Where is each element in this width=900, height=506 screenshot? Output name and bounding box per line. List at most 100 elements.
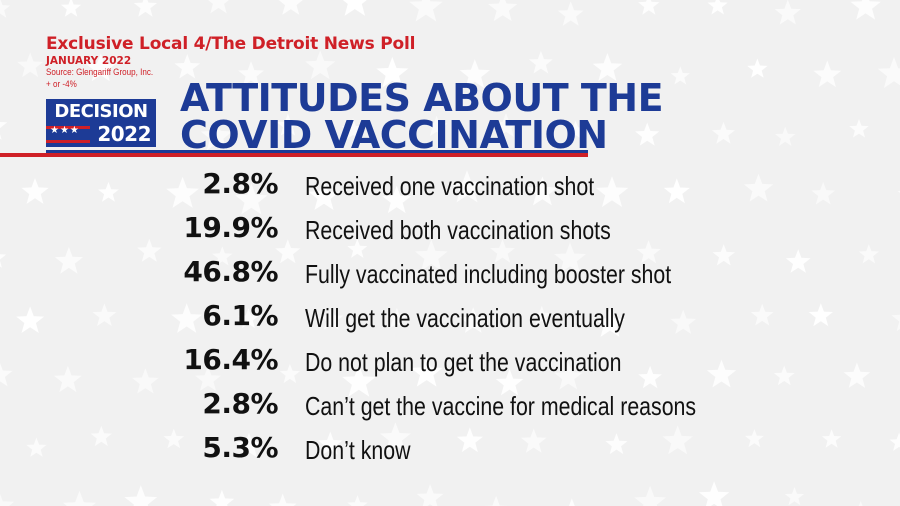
background-star xyxy=(174,54,201,79)
background-star xyxy=(663,178,690,204)
background-star xyxy=(278,0,303,15)
table-row: 16.4% Do not plan to get the vaccination xyxy=(0,343,900,387)
logo-stripe xyxy=(46,140,90,143)
logo-year-text: 2022 xyxy=(97,122,151,146)
response-label: Will get the vaccination eventually xyxy=(305,303,625,333)
background-star xyxy=(459,307,487,333)
background-star xyxy=(711,121,735,144)
background-star xyxy=(811,181,836,205)
title-rule-blue xyxy=(46,150,588,153)
background-star xyxy=(90,425,112,447)
background-star xyxy=(744,429,764,448)
background-star xyxy=(785,249,811,273)
background-star xyxy=(635,122,660,146)
poll-source: Source: Glengariff Group, Inc. xyxy=(46,67,154,78)
background-star xyxy=(409,0,443,22)
response-label: Don’t know xyxy=(305,435,411,465)
background-star xyxy=(195,366,221,391)
background-star xyxy=(166,176,199,208)
percent-value: 16.4% xyxy=(183,343,278,376)
background-star xyxy=(775,126,796,146)
background-star xyxy=(557,1,584,26)
background-star xyxy=(634,485,666,506)
background-star xyxy=(275,239,301,264)
background-star xyxy=(858,500,863,506)
background-star xyxy=(342,364,376,397)
background-star xyxy=(235,183,268,215)
background-star xyxy=(493,113,519,137)
background-star xyxy=(490,239,515,263)
background-star xyxy=(17,52,44,78)
background-star xyxy=(698,481,730,506)
background-star xyxy=(98,181,119,202)
background-star xyxy=(712,244,735,266)
percent-value: 19.9% xyxy=(183,211,278,244)
background-star xyxy=(319,306,344,330)
response-label: Received both vaccination shots xyxy=(305,215,611,245)
poll-date: JANUARY 2022 xyxy=(46,55,132,67)
page-title: ATTITUDES ABOUT THE COVID VACCINATION xyxy=(180,79,664,154)
background-star xyxy=(849,119,869,138)
background-star xyxy=(843,362,871,388)
poll-margin-of-error: + or -4% xyxy=(46,79,77,90)
background-star xyxy=(26,437,47,457)
background-star xyxy=(528,50,553,74)
background-star xyxy=(531,305,552,325)
table-row: 2.8% Can’t get the vaccine for medical r… xyxy=(0,387,900,431)
logo-stars-icon: ★★★ xyxy=(50,125,80,136)
background-star xyxy=(380,422,411,452)
background-star xyxy=(62,490,96,506)
background-star xyxy=(347,238,368,258)
background-star xyxy=(208,0,229,14)
background-star xyxy=(592,53,623,81)
background-star xyxy=(238,61,264,86)
background-star xyxy=(92,303,117,327)
background-star xyxy=(897,190,900,193)
background-star xyxy=(595,176,629,207)
background-star xyxy=(706,359,737,388)
background-star xyxy=(459,59,490,88)
background-star xyxy=(279,363,301,384)
background-star xyxy=(456,427,483,453)
percent-value: 6.1% xyxy=(202,299,278,332)
background-star xyxy=(483,495,509,506)
background-star xyxy=(813,60,842,88)
background-star xyxy=(308,180,340,210)
background-star xyxy=(521,428,547,453)
background-star xyxy=(450,170,484,203)
background-star xyxy=(0,0,11,18)
response-label: Fully vaccinated including booster shot xyxy=(305,259,672,289)
percent-value: 5.3% xyxy=(202,431,278,464)
background-star xyxy=(488,0,518,22)
background-star xyxy=(568,498,575,506)
response-label: Received one vaccination shot xyxy=(305,171,595,201)
background-star xyxy=(416,484,444,506)
background-star xyxy=(341,118,365,140)
background-star xyxy=(382,185,412,214)
background-star xyxy=(0,493,15,506)
background-star xyxy=(0,254,7,268)
background-star xyxy=(527,176,558,206)
background-star xyxy=(386,307,408,328)
background-star xyxy=(54,246,83,274)
logo-decision-text: DECISION xyxy=(54,101,148,122)
background-star xyxy=(21,178,49,204)
background-star xyxy=(877,56,900,88)
background-star xyxy=(566,120,586,139)
background-star xyxy=(670,309,697,334)
background-star xyxy=(750,303,774,326)
background-star xyxy=(410,356,443,387)
background-star xyxy=(305,50,336,80)
background-star xyxy=(662,425,693,455)
background-star xyxy=(594,307,626,337)
background-star xyxy=(132,368,159,394)
background-star xyxy=(124,485,158,506)
background-star xyxy=(858,244,879,264)
background-star xyxy=(133,0,158,17)
background-star xyxy=(638,0,660,15)
percent-value: 2.8% xyxy=(202,387,278,420)
background-star xyxy=(163,428,185,449)
background-star xyxy=(638,365,662,389)
background-star xyxy=(605,433,628,455)
background-star xyxy=(342,0,367,16)
